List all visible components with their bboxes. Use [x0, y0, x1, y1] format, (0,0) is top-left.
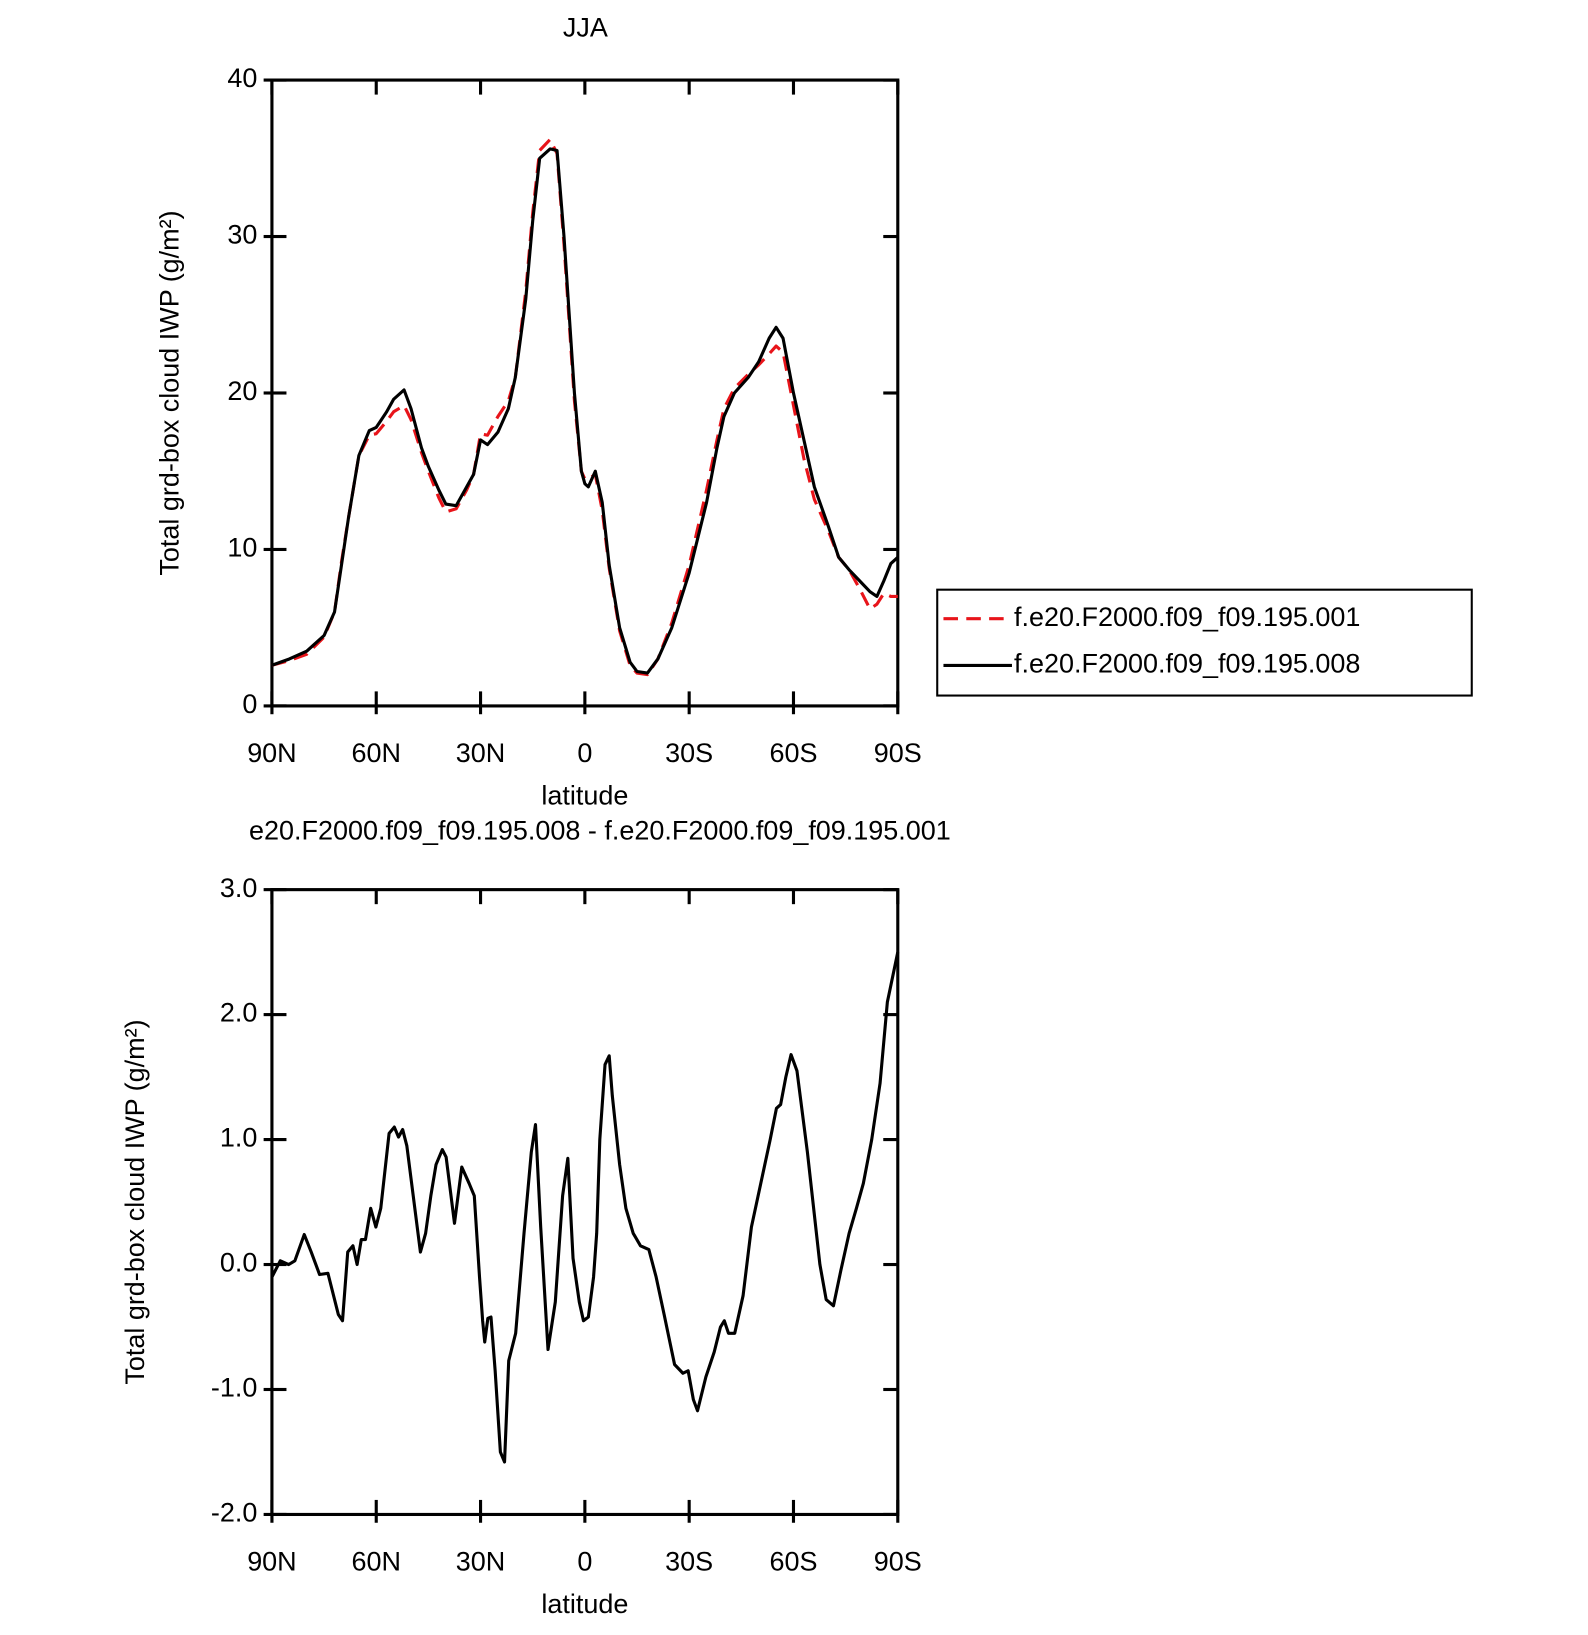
x-tick-label: 90S: [874, 738, 922, 768]
x-axis-label: latitude: [541, 1589, 628, 1619]
x-tick-label: 30N: [456, 1546, 505, 1576]
y-tick-label: 30: [227, 220, 257, 250]
legend-label: f.e20.F2000.f09_f09.195.008: [1014, 649, 1360, 679]
data-line: [270, 951, 900, 1464]
chart-title: JJA: [563, 12, 608, 42]
y-tick-label: 20: [227, 376, 257, 406]
legend-label: f.e20.F2000.f09_f09.195.001: [1014, 602, 1360, 632]
x-tick-label: 30S: [665, 1546, 713, 1576]
x-tick-label: 60N: [351, 738, 400, 768]
x-tick-label: 30N: [456, 738, 505, 768]
x-tick-label: 60S: [769, 738, 817, 768]
x-tick-label: 90N: [247, 1546, 296, 1576]
x-tick-label: 0: [577, 738, 592, 768]
y-tick-label: -2.0: [211, 1498, 257, 1528]
y-tick-label: 0.0: [220, 1248, 257, 1278]
y-tick-label: 0: [242, 689, 257, 719]
y-tick-label: 1.0: [220, 1123, 257, 1153]
y-tick-label: 10: [227, 533, 257, 563]
plot-frame: [270, 888, 900, 1517]
x-tick-label: 60N: [351, 1546, 400, 1576]
x-tick-label: 60S: [769, 1546, 817, 1576]
x-tick-label: 90S: [874, 1546, 922, 1576]
chart-title: e20.F2000.f09_f09.195.008 - f.e20.F2000.…: [249, 816, 951, 846]
y-tick-label: 2.0: [220, 998, 257, 1028]
x-tick-label: 90N: [247, 738, 296, 768]
data-line: [271, 137, 898, 677]
y-axis-label: Total grd-box cloud IWP (g/m²): [154, 210, 184, 575]
x-tick-label: 0: [577, 1546, 592, 1576]
y-tick-label: 3.0: [220, 873, 257, 903]
y-tick-label: -1.0: [211, 1373, 257, 1403]
plot-frame: [270, 78, 900, 708]
x-axis-label: latitude: [541, 780, 628, 810]
y-tick-label: 40: [227, 63, 257, 93]
legend-box: [936, 588, 1473, 697]
data-line: [271, 147, 899, 675]
x-tick-label: 30S: [665, 738, 713, 768]
y-axis-label: Total grd-box cloud IWP (g/m²): [120, 1019, 150, 1384]
